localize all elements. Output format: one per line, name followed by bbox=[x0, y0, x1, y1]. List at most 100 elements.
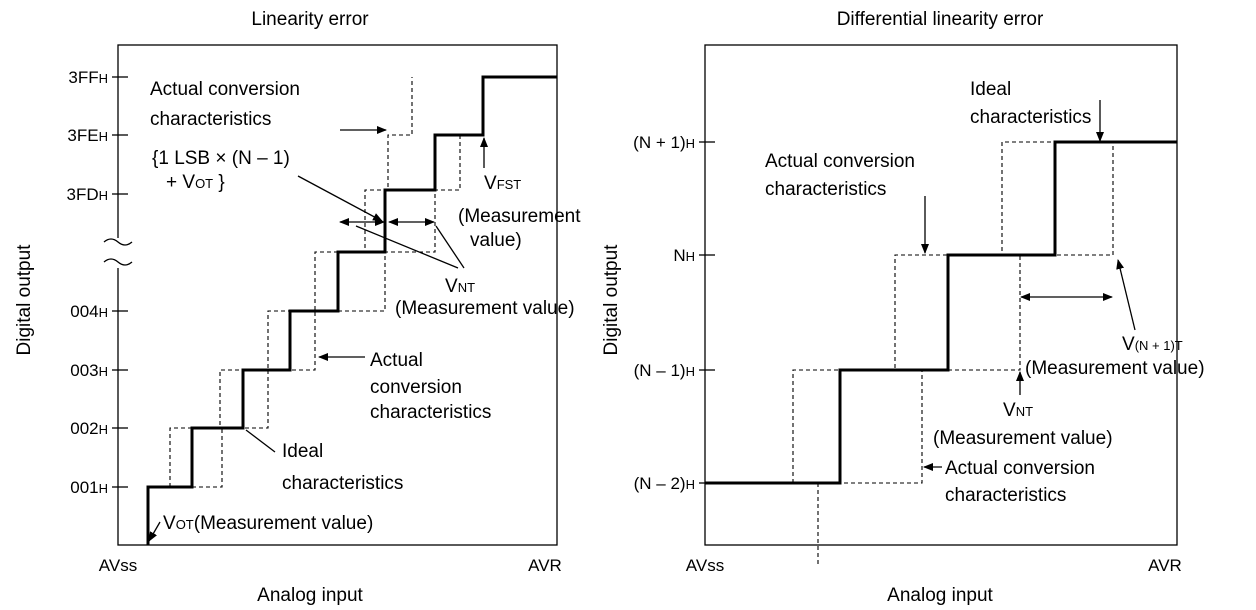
subscript: OT bbox=[176, 517, 194, 532]
arrow bbox=[297, 175, 383, 222]
axis-label: Analog input bbox=[257, 585, 363, 606]
text-part: } bbox=[213, 172, 225, 193]
arrow bbox=[1116, 259, 1136, 331]
tick-label: 3FFH bbox=[68, 68, 108, 87]
subscript: OT bbox=[195, 176, 213, 191]
text-part: value) bbox=[470, 230, 522, 251]
dashed-staircase bbox=[169, 77, 413, 487]
tick-label: 3FEH bbox=[67, 126, 108, 145]
subscript: FST bbox=[497, 177, 522, 192]
text-part: (N – 2) bbox=[634, 474, 686, 493]
text-part: (Measurement bbox=[458, 206, 581, 227]
annotation: value) bbox=[470, 230, 522, 251]
tick-label: (N – 1)H bbox=[634, 361, 695, 380]
text-part: characteristics bbox=[970, 107, 1091, 128]
annotation: characteristics bbox=[150, 109, 271, 130]
subscript: NT bbox=[458, 280, 475, 295]
right-frame bbox=[704, 44, 1178, 546]
text-part: 3FE bbox=[67, 126, 98, 145]
text-part: Ideal bbox=[970, 79, 1011, 100]
text-part: V bbox=[1122, 334, 1135, 355]
text-part: characteristics bbox=[150, 109, 271, 130]
panel-title: Differential linearity error bbox=[837, 9, 1044, 30]
text-part: characteristics bbox=[765, 179, 886, 200]
subscript: H bbox=[99, 129, 108, 144]
annotation: Ideal bbox=[282, 441, 323, 462]
text-part: Actual bbox=[370, 350, 423, 371]
arrow bbox=[148, 521, 161, 542]
annotation: VFST bbox=[484, 173, 521, 194]
annotation: VNT bbox=[445, 276, 475, 297]
subscript: H bbox=[99, 364, 108, 379]
text-part: 002 bbox=[70, 419, 98, 438]
annotation: characteristics bbox=[282, 473, 403, 494]
subscript: H bbox=[99, 305, 108, 320]
text-part: Actual conversion bbox=[945, 458, 1095, 479]
annotation: Ideal bbox=[970, 79, 1011, 100]
text-part: (Measurement value) bbox=[1025, 358, 1205, 379]
left-frame bbox=[117, 44, 558, 546]
tick-label: (N + 1)H bbox=[633, 133, 695, 152]
text-part: + V bbox=[166, 172, 195, 193]
annotation: characteristics bbox=[945, 485, 1066, 506]
axis-label: Digital output bbox=[601, 244, 622, 356]
annotation: characteristics bbox=[970, 107, 1091, 128]
axis-label: Analog input bbox=[887, 585, 993, 606]
tick-label: NH bbox=[673, 246, 695, 265]
annotation: (Measurement value) bbox=[1025, 358, 1205, 379]
subscript: H bbox=[99, 481, 108, 496]
text-part: V bbox=[163, 513, 176, 534]
tick-label: 004H bbox=[70, 302, 108, 321]
text-part: 001 bbox=[70, 478, 98, 497]
text-part: V bbox=[484, 173, 497, 194]
pointer bbox=[355, 225, 459, 269]
annotation: VOT(Measurement value) bbox=[163, 513, 373, 534]
text-part: (Measurement value) bbox=[194, 513, 374, 534]
subscript: H bbox=[686, 136, 695, 151]
axis-end-label: AVss bbox=[686, 556, 724, 575]
annotation: Actual bbox=[370, 350, 423, 371]
tick-label: 3FDH bbox=[66, 185, 108, 204]
axis-end-label: AVR bbox=[528, 556, 562, 575]
text-part: Actual conversion bbox=[765, 151, 915, 172]
axis-label: Digital output bbox=[14, 244, 35, 356]
annotation: Actual conversion bbox=[765, 151, 915, 172]
subscript: H bbox=[99, 422, 108, 437]
text-part: (N – 1) bbox=[634, 361, 686, 380]
tick-label: 001H bbox=[70, 478, 108, 497]
annotation: VNT bbox=[1003, 400, 1033, 421]
text-part: V bbox=[445, 276, 458, 297]
text-part: Actual conversion bbox=[150, 79, 300, 100]
subscript: H bbox=[686, 477, 695, 492]
panel-title: Linearity error bbox=[251, 9, 369, 30]
annotation: Actual conversion bbox=[150, 79, 300, 100]
annotation: {1 LSB × (N – 1) bbox=[152, 148, 290, 169]
tick-label: 003H bbox=[70, 361, 108, 380]
text-part: characteristics bbox=[945, 485, 1066, 506]
tick-label: (N – 2)H bbox=[634, 474, 695, 493]
pointer bbox=[435, 225, 465, 269]
text-part: characteristics bbox=[370, 402, 491, 423]
axis-end-label: AVss bbox=[99, 556, 137, 575]
dashed-staircase bbox=[192, 134, 483, 488]
subscript: H bbox=[686, 249, 695, 264]
tick-label: 002H bbox=[70, 419, 108, 438]
subscript: NT bbox=[1016, 404, 1033, 419]
subscript: H bbox=[99, 71, 108, 86]
pointer bbox=[245, 429, 276, 453]
annotation: characteristics bbox=[765, 179, 886, 200]
text-part: V bbox=[1003, 400, 1016, 421]
annotation: conversion bbox=[370, 377, 462, 398]
text-part: Ideal bbox=[282, 441, 323, 462]
text-part: 3FF bbox=[68, 68, 98, 87]
axis-end-label: AVR bbox=[1148, 556, 1182, 575]
dashed-staircase bbox=[792, 141, 1114, 484]
annotation: Actual conversion bbox=[945, 458, 1095, 479]
annotation: (Measurement value) bbox=[933, 428, 1113, 449]
annotation: V(N + 1)T bbox=[1122, 334, 1183, 355]
text-part: (N + 1) bbox=[633, 133, 685, 152]
subscript: H bbox=[686, 364, 695, 379]
annotation: (Measurement value) bbox=[395, 298, 575, 319]
text-part: (Measurement value) bbox=[395, 298, 575, 319]
